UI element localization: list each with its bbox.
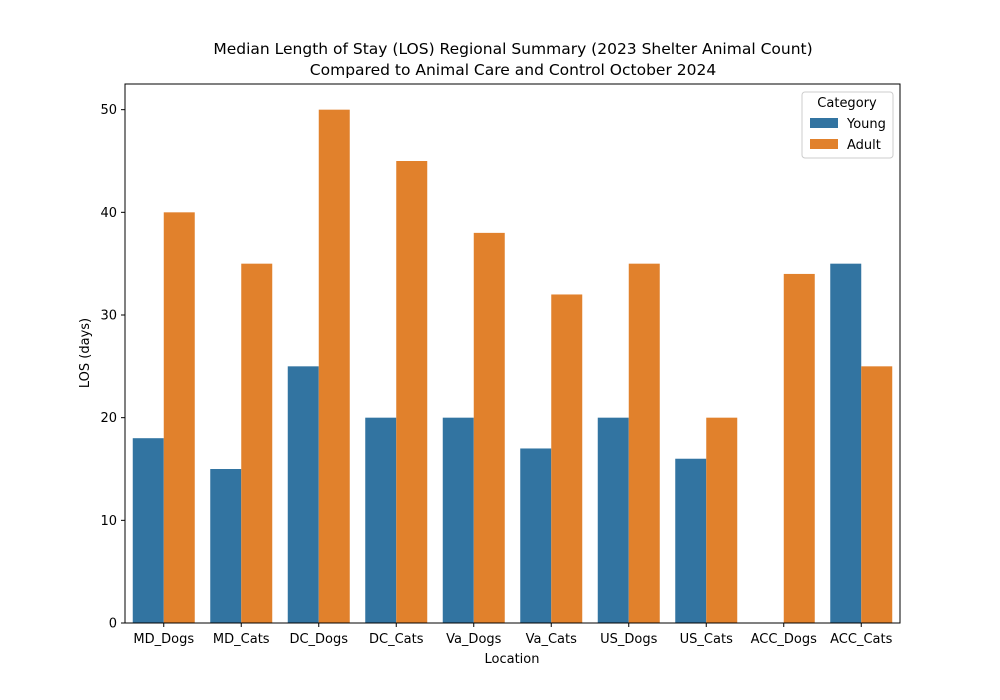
bar-adult-dc-cats xyxy=(396,161,428,623)
x-tick-label: DC_Cats xyxy=(369,632,424,647)
bar-young-md-dogs xyxy=(132,438,164,623)
legend-label-young: Young xyxy=(846,117,886,132)
bar-adult-us-cats xyxy=(706,417,738,623)
bar-adult-acc-dogs xyxy=(783,273,815,623)
x-tick-label: MD_Dogs xyxy=(133,632,194,647)
bar-young-dc-dogs xyxy=(287,366,319,623)
bar-young-md-cats xyxy=(210,469,242,623)
y-tick-label: 0 xyxy=(109,617,117,632)
bar-young-va-cats xyxy=(520,448,552,623)
x-tick-label: Va_Dogs xyxy=(446,632,502,647)
y-tick-label: 50 xyxy=(100,103,117,118)
x-tick-label: MD_Cats xyxy=(213,632,270,647)
y-tick-label: 30 xyxy=(100,309,117,324)
legend-title: Category xyxy=(817,96,877,111)
y-axis-label: LOS (days) xyxy=(78,318,93,388)
bar-adult-md-dogs xyxy=(163,212,195,623)
bar-adult-va-cats xyxy=(551,294,583,623)
x-tick-label: DC_Dogs xyxy=(289,632,348,647)
legend-swatch-young xyxy=(810,118,838,128)
x-tick-label: ACC_Dogs xyxy=(751,632,818,647)
x-tick-label: US_Dogs xyxy=(600,632,657,647)
plot-frame xyxy=(124,83,901,624)
x-axis: MD_Dogs MD_Cats DC_Dogs DC_Cats Va_Dogs Va_Ca… xyxy=(133,623,893,647)
bar-adult-va-dogs xyxy=(473,232,505,623)
bar-young-us-cats xyxy=(675,458,707,623)
y-tick-label: 40 xyxy=(100,206,117,221)
x-tick-label: Va_Cats xyxy=(526,632,577,647)
legend-swatch-adult xyxy=(810,139,838,149)
bar-adult-dc-dogs xyxy=(318,109,350,624)
x-tick-label: US_Cats xyxy=(680,632,733,647)
chart-subtitle: Compared to Animal Care and Control Octo… xyxy=(310,61,716,79)
chart-title: Median Length of Stay (LOS) Regional Sum… xyxy=(213,40,812,58)
bar-young-dc-cats xyxy=(365,417,397,623)
bar-young-us-dogs xyxy=(597,417,629,623)
bars-group xyxy=(132,109,893,624)
bar-young-va-dogs xyxy=(442,417,474,623)
bar-adult-md-cats xyxy=(241,263,273,623)
y-axis: 0 10 20 30 40 50 xyxy=(100,103,125,632)
x-tick-label: ACC_Cats xyxy=(830,632,892,647)
y-tick-label: 10 xyxy=(100,514,117,529)
y-tick-label: 20 xyxy=(100,411,117,426)
bar-young-acc-cats xyxy=(830,263,862,623)
x-axis-label: Location xyxy=(485,652,540,667)
legend-label-adult: Adult xyxy=(847,138,881,153)
bar-adult-acc-cats xyxy=(861,366,893,623)
legend: Category Young Adult xyxy=(801,91,894,159)
bar-adult-us-dogs xyxy=(628,263,660,623)
